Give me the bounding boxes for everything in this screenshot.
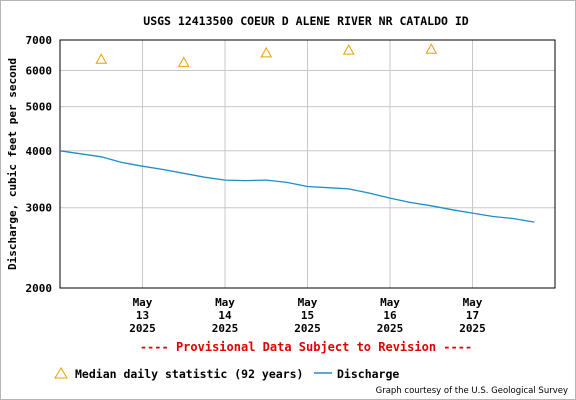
provisional-notice: ---- Provisional Data Subject to Revisio…	[140, 340, 472, 354]
x-tick-label: 2025	[377, 322, 404, 335]
legend: Median daily statistic (92 years) Discha…	[54, 367, 399, 381]
series	[59, 43, 535, 223]
median-marker	[342, 44, 355, 55]
x-tick-label: 14	[218, 309, 232, 322]
x-tick-label: May	[133, 296, 153, 309]
legend-median-marker-icon	[54, 367, 68, 379]
x-axis-ticks: May132025May142025May152025May162025May1…	[129, 296, 486, 335]
legend-median-label: Median daily statistic (92 years)	[75, 367, 303, 381]
median-marker	[425, 43, 438, 54]
x-tick-label: 2025	[294, 322, 321, 335]
credit-text: Graph courtesy of the U.S. Geological Su…	[376, 386, 568, 396]
y-tick-label: 4000	[26, 145, 53, 158]
y-axis-label: Discharge, cubic feet per second	[6, 58, 19, 270]
median-marker	[260, 46, 273, 58]
x-tick-label: 16	[383, 309, 397, 322]
x-tick-label: 2025	[459, 322, 486, 335]
x-tick-label: May	[463, 296, 483, 309]
y-tick-label: 3000	[26, 202, 53, 215]
y-tick-label: 6000	[26, 65, 53, 78]
x-tick-label: 2025	[212, 322, 239, 335]
plot-area	[59, 39, 556, 289]
y-tick-label: 7000	[26, 34, 53, 47]
x-tick-label: 17	[466, 309, 479, 322]
y-tick-label: 2000	[26, 282, 53, 295]
x-tick-label: May	[380, 296, 400, 309]
x-tick-label: May	[298, 296, 318, 309]
x-tick-label: 13	[136, 309, 149, 322]
legend-discharge-label: Discharge	[337, 367, 399, 381]
grid	[60, 40, 555, 288]
median-marker	[95, 53, 108, 64]
median-marker	[177, 56, 190, 67]
x-tick-label: 15	[301, 309, 314, 322]
x-tick-label: May	[215, 296, 235, 309]
discharge-series-line	[59, 150, 535, 223]
y-axis-ticks: 2000 3000 4000 5000 6000 7000	[26, 34, 53, 295]
y-tick-label: 5000	[26, 101, 53, 114]
x-tick-label: 2025	[129, 322, 156, 335]
chart-title: USGS 12413500 COEUR D ALENE RIVER NR CAT…	[143, 14, 468, 28]
